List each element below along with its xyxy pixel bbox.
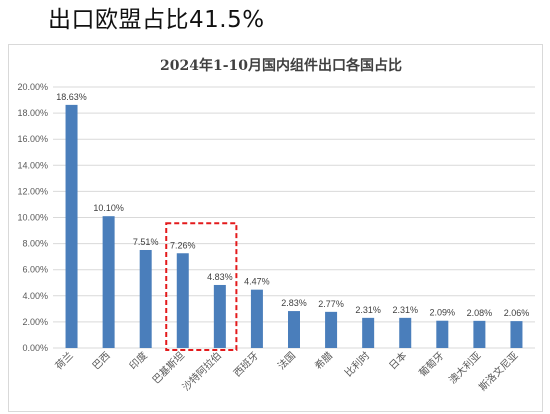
bar (176, 253, 189, 348)
y-tick-label: 12.00% (17, 186, 48, 196)
gridlines (53, 86, 535, 349)
bars (65, 104, 523, 348)
bar (139, 249, 152, 348)
y-tick-label: 8.00% (22, 239, 48, 249)
category-label: 巴基斯坦 (149, 349, 186, 386)
category-label: 巴西 (90, 350, 113, 373)
y-tick-label: 20.00% (17, 82, 48, 92)
bar (325, 311, 338, 348)
y-tick-label: 2.00% (22, 317, 48, 327)
bar (436, 320, 449, 348)
bar (510, 321, 523, 348)
bar (213, 284, 226, 348)
data-label: 4.47% (244, 277, 270, 287)
y-tick-label: 4.00% (22, 291, 48, 301)
chart-title: 2024年1-10月国内组件出口各国占比 (160, 57, 402, 74)
y-tick-label: 6.00% (22, 265, 48, 275)
bar (250, 289, 263, 348)
highlight-box (165, 222, 238, 351)
y-tick-label: 10.00% (17, 213, 48, 223)
y-tick-label: 0.00% (22, 343, 48, 353)
data-label: 7.26% (170, 240, 196, 250)
data-label: 2.06% (504, 308, 530, 318)
category-label: 希腊 (312, 349, 335, 372)
data-label: 4.83% (207, 272, 233, 282)
category-label: 日本 (386, 349, 409, 372)
category-label: 荷兰 (52, 349, 75, 372)
data-label: 18.63% (56, 92, 87, 102)
data-label: 10.10% (93, 203, 124, 213)
category-label: 比利时 (343, 350, 373, 380)
data-label: 2.31% (355, 305, 381, 315)
headline: 出口欧盟占比41.5% (48, 7, 265, 33)
category-label: 印度 (126, 349, 149, 372)
data-label: 2.08% (467, 308, 493, 318)
bar (65, 104, 78, 348)
category-label: 西班牙 (231, 350, 261, 380)
y-tick-label: 14.00% (17, 160, 48, 170)
data-label: 2.09% (430, 308, 456, 318)
category-label: 斯洛文尼亚 (476, 349, 521, 394)
bar (399, 317, 412, 348)
bar (473, 320, 486, 348)
category-label: 葡萄牙 (416, 349, 446, 379)
bar (102, 216, 115, 348)
data-label: 2.31% (392, 305, 418, 315)
category-label: 澳大利亚 (446, 349, 483, 386)
data-label: 2.83% (281, 298, 307, 308)
data-labels: 18.63% 10.10% 7.51% 7.26% 4.83% 4.47% 2.83% 2.7… (56, 92, 529, 318)
y-tick-label: 16.00% (17, 134, 48, 144)
category-label: 法国 (275, 349, 298, 372)
y-axis-ticks: 0.00% 2.00% 4.00% 6.00% 8.00% 10.00% 12.00% 14.… (17, 82, 48, 353)
bar-chart: 2024年1-10月国内组件出口各国占比 18.63% 10.10% 7.51% 7.… (17, 57, 535, 394)
category-label: 沙特阿拉伯 (179, 349, 224, 394)
highlight-rect (165, 222, 238, 351)
chart-area: 2024年1-10月国内组件出口各国占比 18.63% 10.10% 7.51% 7.… (8, 44, 543, 412)
data-label: 7.51% (133, 237, 159, 247)
y-tick-label: 18.00% (17, 108, 48, 118)
data-label: 2.77% (318, 299, 344, 309)
bar (362, 317, 375, 348)
bar (288, 311, 300, 348)
